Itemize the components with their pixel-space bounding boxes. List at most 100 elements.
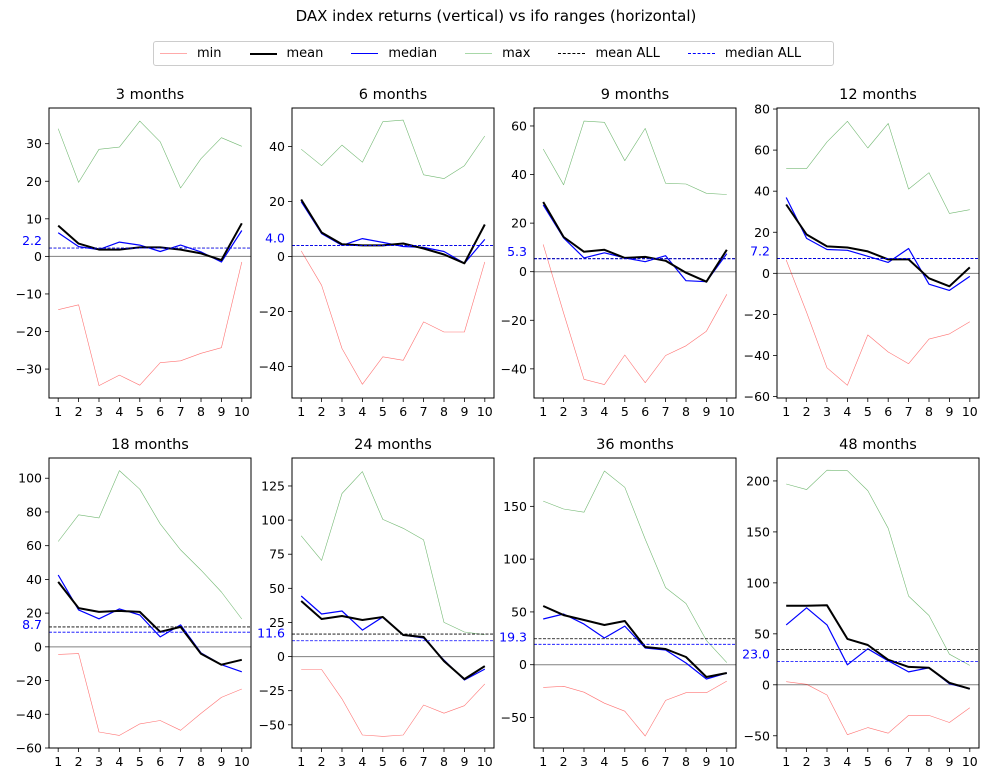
- y-tick-label: 75: [269, 547, 285, 562]
- y-tick-label: 0: [762, 677, 770, 692]
- axes-frame: [48, 457, 252, 749]
- y-tick-label: 0: [34, 639, 42, 654]
- x-tick-label: 5: [379, 404, 387, 419]
- x-tick-label: 2: [318, 404, 326, 419]
- series-max-line: [300, 471, 485, 635]
- panel-2: 6 months −40 −20 0 20 40 4.0 1 2 3 4 5 6 7 8 9 10: [259, 87, 495, 419]
- y-tick-label: 80: [26, 504, 42, 519]
- x-tick-label: 10: [477, 754, 493, 769]
- legend-item-min: min: [160, 46, 250, 61]
- y-tick-label: −60: [744, 389, 770, 404]
- y-tick-label: 100: [503, 552, 527, 567]
- x-tick-label: 9: [217, 754, 225, 769]
- legend: min mean median max mean ALL median ALL: [153, 41, 834, 66]
- x-tick-label: 3: [823, 754, 831, 769]
- x-tick-label: 8: [440, 754, 448, 769]
- panel-title: 24 months: [354, 437, 432, 453]
- legend-swatch-max: [465, 53, 493, 54]
- plot-area: [534, 470, 736, 737]
- x-tick-label: 3: [580, 404, 588, 419]
- y-tick-label: 0: [519, 657, 527, 672]
- panel-title: 3 months: [116, 87, 184, 103]
- x-tick-label: 2: [75, 404, 83, 419]
- series-max-line: [786, 121, 970, 214]
- y-tick-label: −50: [501, 710, 527, 725]
- x-tick-label: 9: [217, 404, 225, 419]
- median-all-label: 4.0: [265, 230, 285, 245]
- y-tick-label: 150: [503, 499, 527, 514]
- x-tick-label: 8: [925, 404, 933, 419]
- axes-frame: [533, 457, 737, 749]
- median-all-label: 5.3: [507, 244, 527, 259]
- legend-swatch-mean: [249, 52, 277, 55]
- y-tick-label: 40: [269, 139, 285, 154]
- median-all-label: 8.7: [22, 617, 42, 632]
- x-tick-label: 4: [358, 404, 366, 419]
- x-tick-label: 4: [600, 754, 608, 769]
- y-tick-label: 40: [511, 167, 527, 182]
- panel-5: 18 months −60 −40 −20 0 20 40 60 80 100 8.7 1 2 3 4 5 6 7…: [16, 437, 252, 769]
- x-tick-label: 2: [75, 754, 83, 769]
- series-min-line: [785, 259, 970, 386]
- y-tick-label: −40: [259, 359, 285, 374]
- y-tick-label: −40: [16, 707, 42, 722]
- axes-frame: [48, 107, 252, 399]
- series-mean-line: [785, 203, 971, 288]
- x-tick-label: 10: [234, 404, 250, 419]
- x-tick-label: 5: [621, 754, 629, 769]
- y-tick-label: 125: [261, 478, 285, 493]
- series-max-line: [57, 120, 242, 189]
- median-all-label: 11.6: [257, 626, 285, 641]
- y-tick-label: 20: [269, 194, 285, 209]
- series-median-line: [543, 613, 727, 680]
- y-tick-label: −20: [744, 307, 770, 322]
- y-tick-label: −20: [16, 324, 42, 339]
- y-tick-label: −40: [501, 361, 527, 376]
- x-tick-label: 10: [962, 404, 978, 419]
- median-all-label: 19.3: [499, 629, 527, 644]
- series-min-line: [786, 681, 970, 736]
- panel-4: 12 months −60 −40 −20 0 20 40 60 80 7.2 1 2 3 4 5 6 7 8 9 1…: [744, 87, 980, 419]
- x-tick-label: 6: [884, 754, 892, 769]
- x-tick-label: 7: [662, 754, 670, 769]
- panel-1: 3 months −30 −20 −10 0 10 20 30 2.2 1 2 3 4 5 6 7 8 9 10: [16, 87, 252, 419]
- plot-area: [292, 119, 494, 385]
- x-tick-label: 9: [945, 754, 953, 769]
- axes-frame: [776, 457, 980, 749]
- x-tick-label: 4: [600, 404, 608, 419]
- x-tick-label: 1: [539, 754, 547, 769]
- series-median-line: [300, 201, 486, 264]
- y-tick-label: 20: [26, 606, 42, 621]
- series-median-line: [542, 204, 728, 283]
- series-max-line: [543, 470, 728, 663]
- series-mean-line: [786, 604, 971, 690]
- y-tick-label: 40: [26, 572, 42, 587]
- x-tick-label: 7: [905, 404, 913, 419]
- series-mean-line: [542, 201, 728, 283]
- y-tick-label: −20: [16, 673, 42, 688]
- x-tick-label: 5: [621, 404, 629, 419]
- y-tick-label: 60: [754, 143, 770, 158]
- x-tick-label: 6: [884, 404, 892, 419]
- x-tick-label: 7: [420, 404, 428, 419]
- series-min-line: [58, 261, 243, 386]
- series-mean-line: [542, 605, 727, 678]
- panel-title: 6 months: [359, 87, 427, 103]
- series-max-line: [301, 119, 486, 179]
- x-tick-label: 5: [379, 754, 387, 769]
- x-tick-label: 5: [864, 754, 872, 769]
- legend-swatch-median: [351, 53, 379, 54]
- y-tick-label: 60: [26, 538, 42, 553]
- y-tick-label: 100: [18, 471, 42, 486]
- x-tick-label: 2: [560, 754, 568, 769]
- y-tick-label: 10: [26, 211, 42, 226]
- legend-item-median-all: median ALL: [687, 46, 829, 61]
- x-tick-label: 9: [460, 404, 468, 419]
- y-tick-label: 0: [277, 649, 285, 664]
- x-tick-label: 7: [662, 404, 670, 419]
- series-median-line: [785, 197, 971, 291]
- series-min-line: [542, 244, 728, 385]
- x-tick-label: 1: [782, 404, 790, 419]
- plot-area: [292, 471, 494, 737]
- median-all-label: 23.0: [742, 646, 770, 661]
